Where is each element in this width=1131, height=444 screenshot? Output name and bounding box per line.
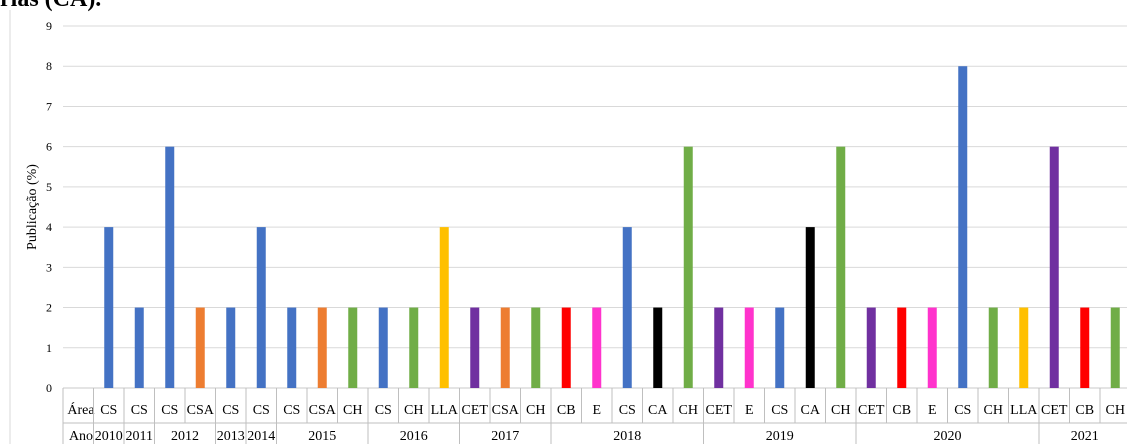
area-label-2021-CET: CET — [1041, 403, 1068, 418]
area-label-2018-CB: CB — [557, 403, 576, 418]
area-label-2015-CH: CH — [343, 403, 362, 418]
bar-2020-LLA — [1019, 307, 1029, 388]
bar-2020-E — [927, 307, 937, 388]
bar-2019-E — [744, 307, 754, 388]
y-tick-3: 3 — [46, 260, 52, 274]
area-label-2010-CS: CS — [100, 403, 117, 418]
area-label-2019-E: E — [745, 403, 754, 418]
bar-series — [104, 66, 1120, 388]
bar-2012-CSA — [195, 307, 205, 388]
year-label-2016: 2016 — [400, 429, 428, 444]
area-label-2020-CH: CH — [984, 403, 1003, 418]
bar-2017-CH — [531, 307, 541, 388]
area-label-2017-CH: CH — [526, 403, 545, 418]
y-tick-2: 2 — [46, 301, 52, 315]
y-tick-6: 6 — [46, 140, 52, 154]
area-label-2012-CS: CS — [161, 403, 178, 418]
area-label-2014-CS: CS — [253, 403, 270, 418]
bar-2020-CH — [988, 307, 998, 388]
bar-2013-CS — [226, 307, 236, 388]
year-label-2020: 2020 — [934, 429, 962, 444]
bar-2020-CB — [897, 307, 907, 388]
area-label-2021-CH: CH — [1106, 403, 1125, 418]
area-label-2019-CA: CA — [801, 403, 821, 418]
bar-2021-CB — [1080, 307, 1090, 388]
bar-2016-CS — [378, 307, 388, 388]
bar-2018-CB — [561, 307, 571, 388]
bar-2021-CH — [1110, 307, 1120, 388]
area-label-2015-CSA: CSA — [309, 403, 337, 418]
y-tick-1: 1 — [46, 341, 52, 355]
area-label-2018-CS: CS — [619, 403, 636, 418]
area-label-2012-CSA: CSA — [187, 403, 215, 418]
area-label-2016-CS: CS — [375, 403, 392, 418]
y-tick-7: 7 — [46, 99, 52, 113]
year-label-2013: 2013 — [217, 429, 245, 444]
y-tick-4: 4 — [46, 220, 52, 234]
area-label-2020-CB: CB — [892, 403, 911, 418]
bar-2012-CS — [165, 146, 175, 388]
area-label-2019-CH: CH — [831, 403, 850, 418]
area-label-2013-CS: CS — [222, 403, 239, 418]
bar-2010-CS — [104, 227, 114, 388]
bar-2014-CS — [256, 227, 266, 388]
bar-2018-E — [592, 307, 602, 388]
year-label-2010: 2010 — [95, 429, 123, 444]
bar-2015-CS — [287, 307, 297, 388]
bar-2019-CA — [805, 227, 815, 388]
y-tick-8: 8 — [46, 59, 52, 73]
year-label-2015: 2015 — [308, 429, 336, 444]
y-tick-9: 9 — [46, 19, 52, 33]
y-axis-tick-labels: 0 1 2 3 4 5 6 7 8 9 — [46, 19, 52, 395]
bar-2018-CS — [622, 227, 632, 388]
row-label-area: Área — [67, 401, 95, 418]
bar-2020-CS — [958, 66, 968, 388]
area-label-2017-CET: CET — [462, 403, 489, 418]
bar-2015-CSA — [317, 307, 327, 388]
area-label-2021-CB: CB — [1075, 403, 1094, 418]
bar-2021-CET — [1049, 146, 1059, 388]
area-label-2018-CA: CA — [648, 403, 668, 418]
area-label-2017-CSA: CSA — [492, 403, 520, 418]
bar-2019-CET — [714, 307, 724, 388]
cut-off-title-fragment: rias (CA). — [0, 0, 101, 13]
area-label-2019-CS: CS — [771, 403, 788, 418]
area-label-2020-CS: CS — [954, 403, 971, 418]
y-axis-label: Publicação (%) — [25, 164, 40, 250]
row-label-year: Ano — [69, 429, 93, 444]
year-label-2018: 2018 — [613, 429, 641, 444]
bar-2019-CS — [775, 307, 785, 388]
area-label-2020-E: E — [928, 403, 937, 418]
y-tick-0: 0 — [46, 381, 52, 395]
bar-2019-CH — [836, 146, 846, 388]
area-label-2018-E: E — [592, 403, 601, 418]
bar-2011-CS — [134, 307, 144, 388]
year-label-2021: 2021 — [1071, 429, 1099, 444]
area-label-2016-LLA: LLA — [431, 403, 459, 418]
area-label-2020-CET: CET — [858, 403, 885, 418]
area-label-2016-CH: CH — [404, 403, 423, 418]
year-label-2012: 2012 — [171, 429, 199, 444]
bar-2020-CET — [866, 307, 876, 388]
bar-2018-CH — [683, 146, 693, 388]
bar-2017-CSA — [500, 307, 510, 388]
y-tick-5: 5 — [46, 180, 52, 194]
category-axis-table: Área Ano CS 2010 CS 2011 CS CSA 2012 CS 2013 CS 2014… — [62, 388, 1127, 444]
bar-2015-CH — [348, 307, 358, 388]
area-label-2018-CH: CH — [679, 403, 698, 418]
bar-2018-CA — [653, 307, 663, 388]
year-label-2011: 2011 — [126, 429, 153, 444]
bar-2016-CH — [409, 307, 419, 388]
area-label-2011-CS: CS — [131, 403, 148, 418]
area-label-2015-CS: CS — [283, 403, 300, 418]
year-label-2019: 2019 — [766, 429, 794, 444]
area-label-2020-LLA: LLA — [1010, 403, 1038, 418]
area-label-2019-CET: CET — [706, 403, 733, 418]
year-label-2017: 2017 — [491, 429, 519, 444]
year-label-2014: 2014 — [247, 429, 275, 444]
bar-2016-LLA — [439, 227, 449, 388]
bar-2017-CET — [470, 307, 480, 388]
